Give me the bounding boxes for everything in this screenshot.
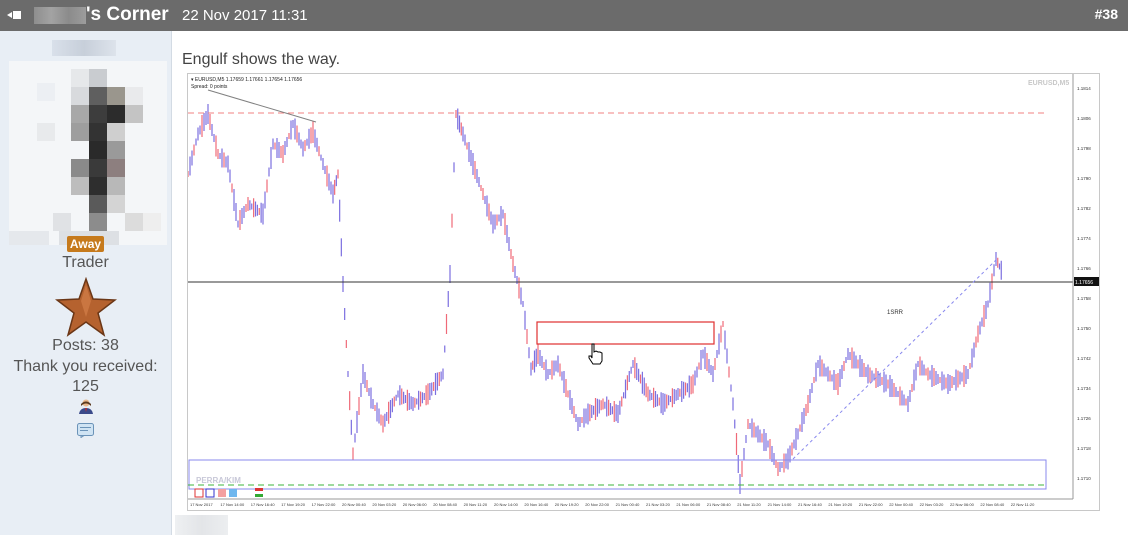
time-tick-label: 21 Nov 03:20 [646,502,671,507]
time-tick-label: 22 Nov 06:00 [950,502,975,507]
trend-line [207,89,317,123]
signature-blurred [175,515,228,535]
price-tick-label: 1.1734 [1077,386,1091,391]
post-bullet-icon [7,11,21,19]
time-tick-label: 21 Nov 08:40 [707,502,732,507]
time-tick-label: 21 Nov 00:40 [616,502,641,507]
current-price-marker [1074,277,1099,286]
time-tick-label: 17 Nov 19:20 [281,502,306,507]
price-tick-label: 1.1790 [1077,176,1091,181]
price-axis-ticks: 1.1814 1.1806 1.1798 1.1790 1.1782 1.1774 1.17… [1077,86,1091,481]
time-tick-label: 22 Nov 00:40 [889,502,914,507]
post-count: Posts: 38 [52,337,119,354]
post-message-text: Engulf shows the way. [182,51,341,68]
private-message-icon[interactable] [77,423,94,438]
legend-square-2 [205,488,215,498]
time-tick-label: 17 Nov 2017 [190,502,213,507]
chart-bottom-label: PERRA/KIM [196,476,241,485]
time-tick-label: 20 Nov 00:40 [342,502,367,507]
price-tick-label: 1.1750 [1077,326,1091,331]
time-tick-label: 21 Nov 06:00 [676,502,701,507]
time-tick-label: 21 Nov 19:20 [828,502,853,507]
demand-zone-box [188,459,1047,490]
time-tick-label: 17 Nov 14:00 [220,502,245,507]
time-tick-label: 22 Nov 11:20 [1011,502,1035,507]
time-tick-label: 20 Nov 22:00 [585,502,610,507]
status-badge: Away [67,236,104,252]
price-tick-label: 1.1758 [1077,296,1091,301]
time-tick-label: 20 Nov 19:20 [555,502,580,507]
time-axis-ticks: 17 Nov 2017 17 Nov 14:00 17 Nov 16:40 17 No… [190,502,1035,507]
time-tick-label: 22 Nov 03:20 [920,502,945,507]
hand-cursor-icon [588,343,603,365]
thanks-count: 125 [72,378,99,395]
price-tick-label: 1.1774 [1077,236,1091,241]
post-number-link[interactable]: #38 [1094,6,1118,22]
time-tick-label: 21 Nov 14:00 [768,502,793,507]
author-name-blurred [34,7,86,24]
price-tick-label: 1.1742 [1077,356,1091,361]
time-tick-label: 21 Nov 16:40 [798,502,823,507]
user-info-sidebar: Away Trader Posts: 38 Thank you received… [0,31,172,535]
chart-watermark: EURUSD,M5 [1028,80,1069,87]
price-tick-label: 1.1726 [1077,416,1091,421]
username-blurred[interactable] [52,40,116,56]
time-tick-label: 17 Nov 22:00 [312,502,337,507]
price-tick-label: 1.1814 [1077,86,1091,91]
trading-chart: 1.1814 1.1806 1.1798 1.1790 1.1782 1.1774 1.17… [187,74,1099,510]
post-header-bar: 's Corner 22 Nov 2017 11:31 #38 [0,0,1128,31]
price-tick-label: 1.1806 [1077,116,1091,121]
chart-symbol-header: ▾ EURUSD,M5 1.17659 1.17661 1.17654 1.17… [191,77,302,83]
legend-square-1 [194,488,204,498]
price-tick-label: 1.1766 [1077,266,1091,271]
time-tick-label: 20 Nov 11:20 [464,502,488,507]
time-tick-label: 21 Nov 11:20 [737,502,761,507]
thanks-label: Thank you received: [13,358,158,375]
price-candles [187,104,1002,494]
post-content: Engulf shows the way. 1.1814 1.1806 1.1798… [182,31,1122,535]
engulf-zone-box [536,321,715,345]
current-price-label: 1.17656 [1075,280,1093,286]
chart-annotation-1srr: 1SRR [887,310,904,316]
post-author-title[interactable]: 's Corner [86,4,169,25]
avatar[interactable] [9,61,167,245]
time-tick-label: 17 Nov 16:40 [251,502,276,507]
price-tick-label: 1.1798 [1077,146,1091,151]
time-tick-label: 20 Nov 03:20 [372,502,397,507]
legend-dash-red [255,488,263,491]
legend-dash-green [255,494,263,497]
time-tick-label: 20 Nov 08:40 [433,502,458,507]
user-profile-icon[interactable] [78,398,94,414]
time-tick-label: 20 Nov 14:00 [494,502,519,507]
user-rank: Trader [62,254,109,271]
price-tick-label: 1.1718 [1077,446,1091,451]
chart-screenshot-image[interactable]: 1.1814 1.1806 1.1798 1.1790 1.1782 1.1774 1.17… [187,73,1100,511]
time-tick-label: 22 Nov 08:40 [980,502,1005,507]
post-date: 22 Nov 2017 11:31 [182,7,308,24]
dotted-trend-line [792,259,997,460]
legend-square-4 [229,489,237,497]
price-tick-label: 1.1710 [1077,476,1091,481]
rank-star-icon [55,277,117,337]
legend-square-3 [218,489,226,497]
time-tick-label: 20 Nov 16:40 [524,502,549,507]
chart-spread-text: Spread: 0 points [191,84,228,90]
time-tick-label: 21 Nov 22:00 [859,502,884,507]
time-tick-label: 20 Nov 06:00 [403,502,428,507]
price-tick-label: 1.1782 [1077,206,1091,211]
